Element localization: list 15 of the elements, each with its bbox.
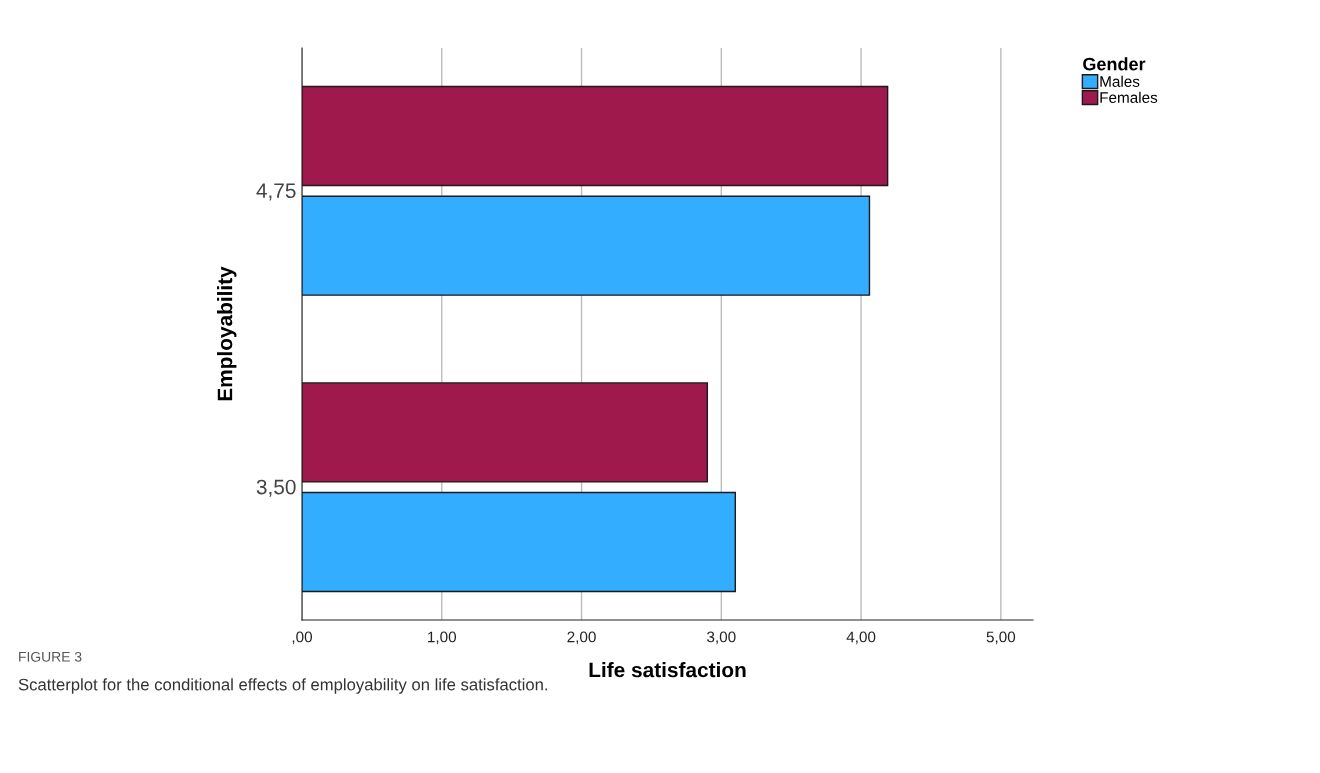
y-axis-title: Employability	[217, 266, 237, 401]
x-tick-label: 4,00	[846, 631, 876, 645]
x-tick-label: 5,00	[986, 631, 1016, 645]
text: Scatterplot for the conditional effects of employability on life satisfaction.	[18, 678, 548, 694]
legend-title: Gender	[1083, 57, 1146, 71]
x-tick-label: 2,00	[567, 631, 596, 645]
caption: FIGURE 3	[19, 651, 82, 662]
x-tick-label: 3,00	[707, 631, 736, 645]
legend-label: Males	[1100, 75, 1140, 87]
x-axis-title: Life satisfaction	[589, 662, 746, 678]
y-tick-label: 4,75	[256, 183, 296, 201]
x-tick-label: ,00	[292, 631, 313, 645]
legend-label: Females	[1100, 91, 1158, 103]
y-tick-label: 3,50	[256, 479, 296, 497]
x-tick-label: 1,00	[428, 631, 457, 645]
